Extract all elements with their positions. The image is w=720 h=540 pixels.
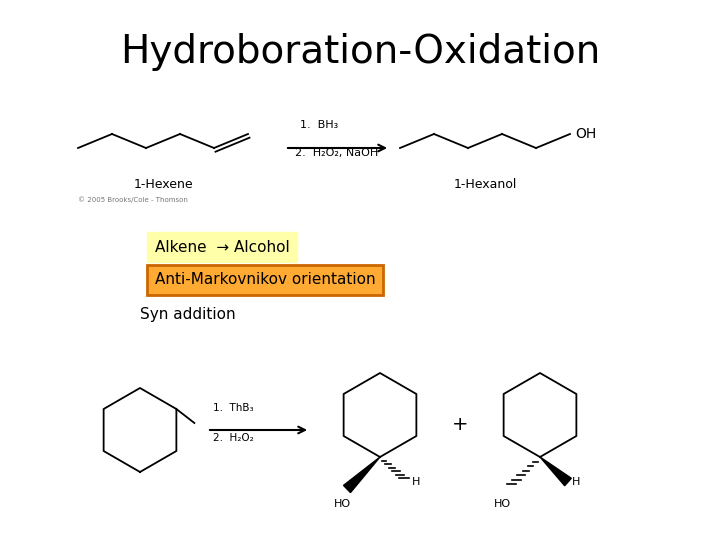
Text: © 2005 Brooks/Cole - Thomson: © 2005 Brooks/Cole - Thomson [78, 197, 188, 204]
Text: HO: HO [493, 499, 510, 509]
Text: 1.  BH₃: 1. BH₃ [300, 120, 338, 130]
Text: Hydroboration-Oxidation: Hydroboration-Oxidation [120, 33, 600, 71]
Polygon shape [343, 457, 380, 492]
Text: Alkene  → Alcohol: Alkene → Alcohol [155, 240, 289, 254]
Text: HO: HO [333, 499, 351, 509]
Text: 1-Hexanol: 1-Hexanol [454, 179, 517, 192]
Text: 1-Hexene: 1-Hexene [133, 179, 193, 192]
Text: H: H [572, 477, 580, 487]
Text: Anti-Markovnikov orientation: Anti-Markovnikov orientation [155, 273, 376, 287]
Text: Syn addition: Syn addition [140, 307, 235, 322]
Text: +: + [451, 415, 468, 435]
Polygon shape [540, 457, 572, 485]
Text: 1.  ThB₃: 1. ThB₃ [213, 403, 253, 413]
Text: H: H [412, 477, 420, 487]
Text: OH: OH [575, 127, 596, 141]
Text: 2.  H₂O₂: 2. H₂O₂ [213, 433, 253, 443]
Text: 2.  H₂O₂, NaOH: 2. H₂O₂, NaOH [295, 148, 378, 158]
